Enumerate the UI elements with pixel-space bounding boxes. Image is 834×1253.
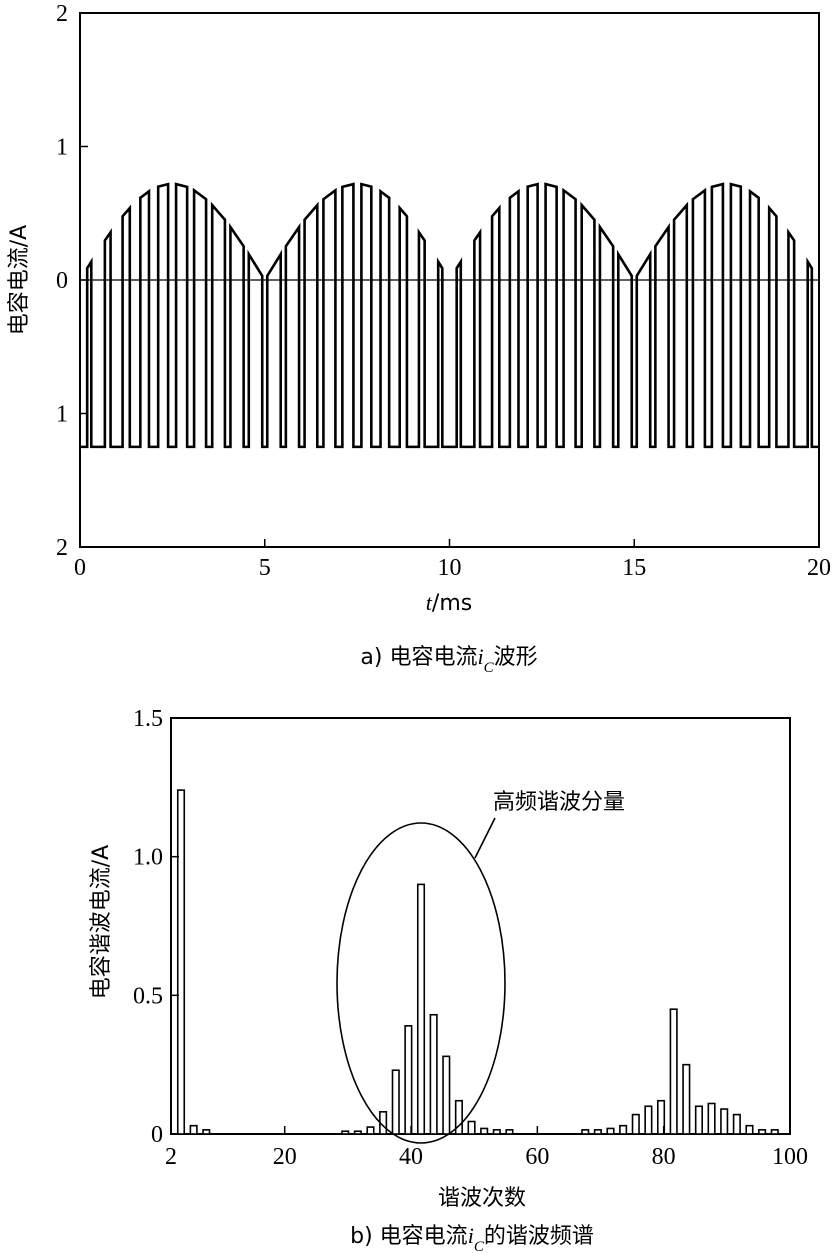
chart-a-x-unit: /ms [432,591,472,616]
chart-b-bar [644,1105,653,1135]
chart-a-y-tick-label: 2 [56,1,68,27]
chart-b-bar [707,1102,716,1135]
chart-b-x-tick-label: 80 [652,1144,676,1170]
chart-b-bar [758,1129,767,1135]
chart-b-bar [454,1099,463,1135]
chart-b-frame [170,717,791,1135]
chart-a-x-tick-label: 20 [807,555,831,581]
chart-b-caption-prefix: b) 电容电流 [350,1224,468,1249]
chart-b-bar [770,1129,779,1135]
chart-a-x-tick-label: 15 [622,555,646,581]
chart-b-caption-suffix: 的谐波频谱 [484,1224,594,1249]
chart-b-bar [656,1099,666,1135]
chart-a-x-tick-label: 10 [438,555,462,581]
chart-a-x-axis-label: t/ms [426,590,472,616]
chart-b-bar [176,789,186,1135]
chart-b-bar [720,1108,729,1135]
chart-b-x-tick-label: 60 [525,1144,549,1170]
chart-b-x-tick-label: 2 [165,1144,177,1170]
chart-b-bar [682,1063,691,1135]
chart-b-y-tick-label: 0.5 [133,983,163,1009]
chart-b-x-tick-label: 20 [273,1144,297,1170]
chart-a-x-tick-label: 0 [74,555,86,581]
chart-b-bar [745,1124,754,1135]
chart-b-bar [353,1130,362,1135]
chart-b-bar [505,1129,514,1135]
chart-b-bar [694,1105,703,1135]
chart-b-bar [492,1129,501,1135]
chart-b-bar [416,883,426,1135]
chart-b-bar [593,1129,602,1135]
chart-b-annotation-leader [474,817,496,859]
chart-b-y-axis-label: 电容谐波电流/A [89,845,114,999]
chart-b-caption-sub: C [474,1239,485,1253]
chart-b-bar [480,1127,489,1135]
chart-a-current-waveform [80,182,819,449]
chart-b-bars [176,789,779,1135]
chart-a-y-tick-label: 2 [56,535,68,561]
chart-b: 2 20 40 60 80 100 00.51.01.5 高频谐波分量 电容谐波电流/A … [89,706,808,1253]
chart-a-y-tick-label: 0 [56,268,68,294]
chart-a-caption: a) 电容电流iC波形 [360,644,537,676]
chart-b-bar [189,1124,198,1135]
chart-b-highlight-ellipse [336,822,506,1144]
chart-a-caption-prefix: a) 电容电流 [360,645,477,670]
chart-b-y-tick-label: 1.5 [133,706,163,732]
chart-b-x-ticks: 2 20 40 60 80 100 [165,1126,808,1170]
chart-a-x-tick-label: 5 [259,555,271,581]
chart-b-y-tick-label: 1.0 [133,845,163,871]
chart-b-bar [619,1124,628,1135]
chart-b-x-tick-label: 100 [772,1144,808,1170]
chart-a-x-var: t [426,590,433,615]
chart-b-bar [581,1129,590,1135]
chart-b-bar [669,1008,678,1135]
chart-b-bar [442,1055,451,1135]
chart-b-bar [404,1025,413,1135]
chart-b-bar [732,1113,741,1135]
chart-b-caption-var: i [468,1223,474,1248]
chart-b-y-ticks: 0 0.5 1.0 1.5 [133,706,179,1148]
chart-b-bar [202,1129,211,1135]
chart-b-x-axis-label: 谐波次数 [438,1186,526,1211]
chart-b-bar [467,1120,476,1135]
chart-b-annotation: 高频谐波分量 [493,790,625,815]
chart-a-x-ticks: 0 5 10 15 20 [74,539,831,581]
chart-a-y-ticks: 2 1 0 1 2 [56,1,88,561]
chart-a-caption-var: i [477,644,483,669]
chart-b-x-tick-label: 40 [399,1144,423,1170]
chart-b-bar [366,1126,375,1135]
chart-a-y-tick-label: 1 [56,402,68,428]
chart-b-y-tick-label: 0 [151,1122,163,1148]
chart-b-caption: b) 电容电流iC的谐波频谱 [350,1223,594,1253]
chart-a-y-axis-label: 电容电流/A [7,225,32,335]
chart-a-y-tick-label: 1 [56,135,68,161]
chart-b-bar [341,1130,350,1135]
chart-b-bar [606,1127,615,1135]
chart-b-bar [391,1069,400,1135]
chart-b-bar [631,1113,640,1135]
chart-a-caption-suffix: 波形 [494,645,538,670]
chart-b-bar [429,1013,438,1135]
chart-a-caption-sub: C [484,660,495,676]
